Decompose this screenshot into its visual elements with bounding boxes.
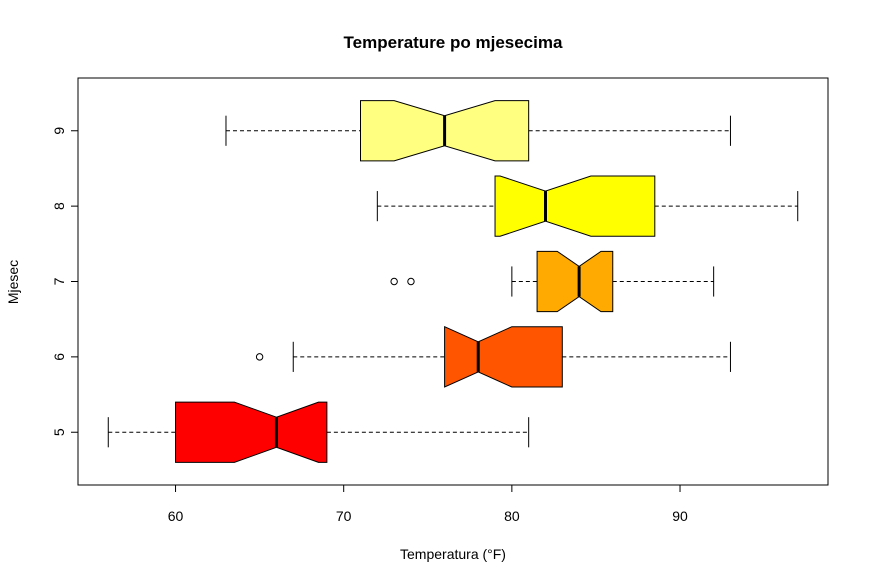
x-tick-label: 60 — [168, 508, 184, 524]
box-month-8 — [376, 175, 799, 237]
x-tick-label: 80 — [504, 508, 520, 524]
box-body — [444, 325, 563, 388]
y-tick-label: 9 — [51, 127, 67, 135]
y-tick-label: 7 — [51, 277, 67, 285]
y-tick-label: 6 — [51, 353, 67, 361]
outlier-point — [255, 353, 264, 361]
y-axis-label: Mjesec — [5, 260, 21, 304]
box-body — [494, 175, 656, 237]
box-body — [175, 401, 328, 463]
box-month-9 — [225, 100, 731, 162]
y-tick-label: 5 — [51, 428, 67, 436]
chart-title: Temperature po mjesecima — [344, 33, 563, 52]
box-month-6 — [255, 325, 731, 388]
x-tick-label: 70 — [336, 508, 352, 524]
box-month-5 — [107, 401, 530, 463]
y-tick-label: 8 — [51, 202, 67, 210]
x-tick-label: 90 — [672, 508, 688, 524]
y-axis: 5 6 7 8 9 — [51, 127, 79, 436]
x-axis: 60 70 80 90 — [168, 484, 688, 524]
box-month-7 — [390, 250, 715, 313]
x-axis-label: Temperatura (°F) — [400, 546, 506, 562]
outlier-point — [407, 277, 415, 286]
outlier-point — [390, 277, 398, 286]
box-body — [536, 250, 614, 313]
boxes — [107, 100, 799, 463]
